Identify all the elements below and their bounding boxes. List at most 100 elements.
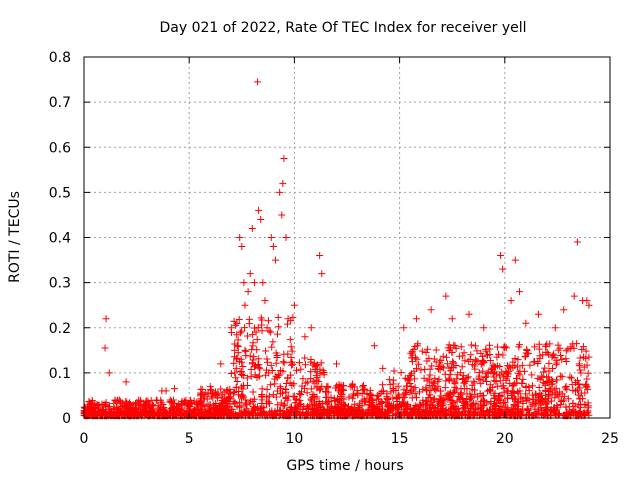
data-point [259,279,267,287]
data-point [196,399,204,407]
data-point [255,364,263,372]
data-point [301,354,309,362]
data-point [580,363,588,371]
data-point [479,367,487,375]
data-point [200,400,208,408]
data-point [237,402,245,410]
data-point [327,403,335,411]
data-point [261,297,269,305]
data-point [560,306,568,314]
data-point [412,315,420,323]
data-point [477,360,485,368]
data-point [233,354,241,362]
data-point [269,338,277,346]
data-point [534,359,542,367]
data-point [336,397,344,405]
data-point [267,328,275,336]
data-point [529,382,537,390]
data-points [80,78,593,420]
data-point [469,361,477,369]
data-point [272,393,280,401]
data-point [365,394,373,402]
data-point [577,369,585,377]
data-point [424,345,432,353]
data-point [522,319,530,327]
data-point [558,356,566,364]
data-point [413,355,421,363]
data-point [490,394,498,402]
data-point [393,404,401,412]
data-point [295,359,303,367]
data-point [376,410,384,418]
data-point [379,364,387,372]
data-point [236,329,244,337]
data-point [467,394,475,402]
data-point [510,402,518,410]
data-point [434,365,442,373]
data-point [578,389,586,397]
data-point [287,405,295,413]
data-point [296,396,304,404]
data-point [144,397,152,405]
data-point [409,358,417,366]
data-point [422,386,430,394]
data-point [268,343,276,351]
data-point [274,387,282,395]
data-point [303,389,311,397]
data-point [178,400,186,408]
data-point [411,383,419,391]
data-point [233,331,241,339]
data-point [263,358,271,366]
data-point [324,382,332,390]
data-point [576,404,584,412]
data-point [477,349,485,357]
data-point [552,376,560,384]
data-point [459,405,467,413]
data-point [567,343,575,351]
data-point [518,361,526,369]
data-point [233,342,241,350]
data-point [271,380,279,388]
data-point [581,401,589,409]
data-point [543,349,551,357]
data-point [427,306,435,314]
data-point [312,362,320,370]
data-point [276,407,284,415]
data-point [583,375,591,383]
data-point [278,211,286,219]
data-point [411,404,419,412]
data-point [339,386,347,394]
data-point [548,353,556,361]
data-point [426,371,434,379]
data-point [290,380,298,388]
data-point [486,351,494,359]
data-point [503,387,511,395]
data-point [258,327,266,335]
data-point [204,390,212,398]
data-point [230,410,238,418]
data-point [408,349,416,357]
data-point [460,374,468,382]
data-point [249,330,257,338]
data-point [268,366,276,374]
data-point [251,363,259,371]
data-point [282,234,290,241]
data-point [222,387,230,395]
data-point [223,403,231,411]
data-point [509,395,517,403]
data-point [578,345,586,353]
data-point [491,394,499,402]
data-point [242,401,250,409]
data-point [522,349,530,357]
data-point [406,372,414,380]
data-point [466,394,474,402]
data-point [494,343,502,351]
data-point [318,270,326,278]
data-point [468,385,476,393]
data-point [509,358,517,366]
x-axis-label: GPS time / hours [286,458,403,474]
data-point [330,394,338,402]
data-point [584,399,592,407]
data-point [145,404,153,412]
data-point [528,371,536,379]
